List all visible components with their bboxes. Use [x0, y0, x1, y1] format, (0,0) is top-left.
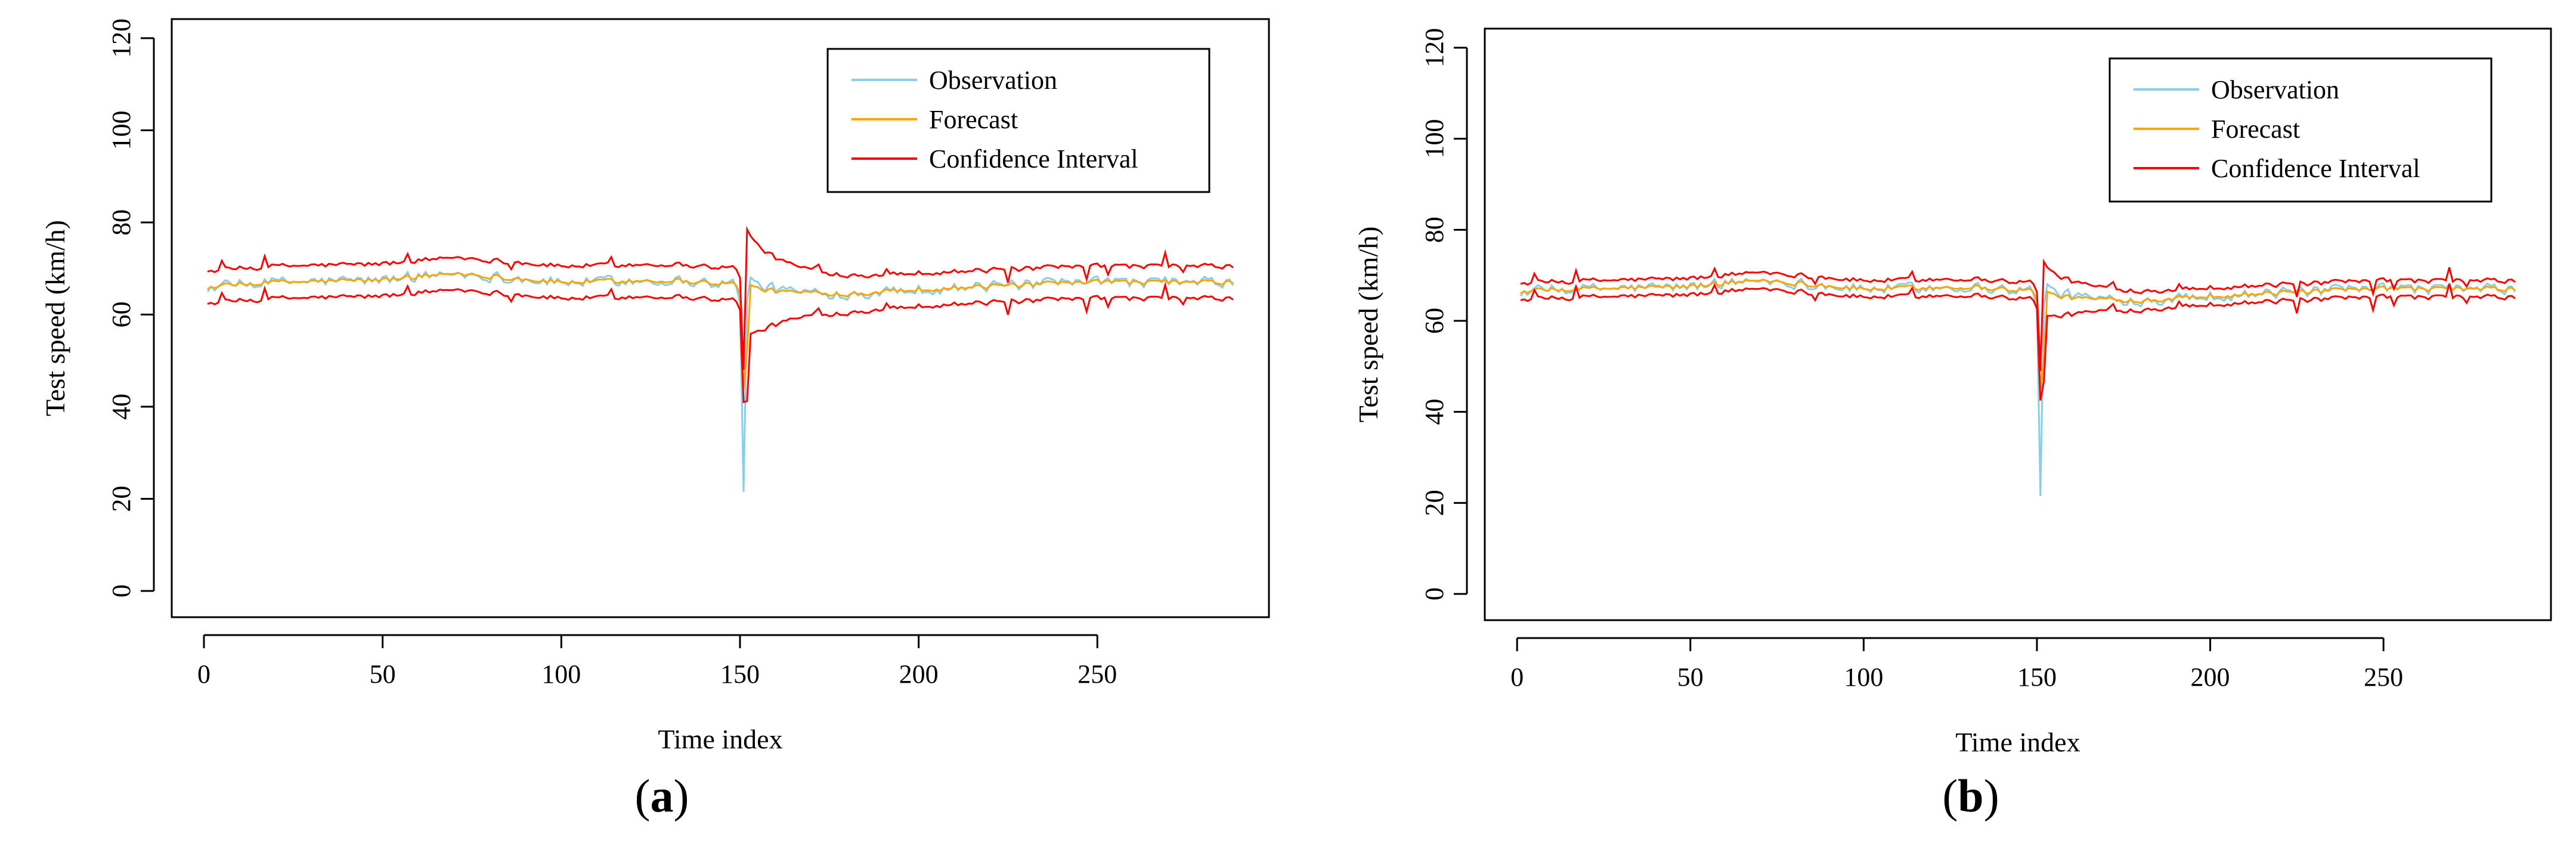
series-ci-lower-line [1520, 283, 2516, 401]
x-axis-title: Time index [1955, 727, 2080, 757]
x-tick-label-150: 150 [2017, 663, 2057, 692]
y-tick-label-20: 20 [107, 486, 136, 512]
x-tick-label-200: 200 [2191, 663, 2230, 692]
x-tick-label-250: 250 [2364, 663, 2403, 692]
x-axis-title: Time index [658, 724, 782, 754]
plot-frame [1484, 27, 2552, 621]
x-tick-label-0: 0 [1510, 663, 1524, 692]
x-tick-label-200: 200 [899, 660, 939, 689]
x-tick-label-100: 100 [541, 660, 581, 689]
x-tick-label-250: 250 [1078, 660, 1117, 689]
x-tick-label-150: 150 [720, 660, 760, 689]
panel-label-b: (b) [1942, 770, 1999, 822]
y-tick-label-80: 80 [1420, 216, 1449, 243]
legend-label-1: Forecast [929, 105, 1018, 134]
y-tick-label-20: 20 [1420, 490, 1449, 516]
legend: Observation Forecast Confidence Interval [826, 48, 1210, 193]
chart-b: 0 20 40 60 80 100 120 0 50 100 150 200 250 Time index… [1353, 27, 2552, 757]
x-tick-label-50: 50 [1677, 663, 1704, 692]
legend-label-2: Confidence Interval [929, 144, 1138, 174]
y-tick-label-0: 0 [107, 584, 136, 598]
y-tick-label-80: 80 [107, 209, 136, 236]
series-ci-upper-line [1520, 258, 2516, 372]
y-tick-label-100: 100 [1420, 119, 1449, 159]
legend-label-0: Observation [2211, 75, 2339, 104]
y-axis-title: Test speed (km/h) [40, 220, 70, 416]
plot-frame [171, 18, 1270, 618]
series-forecast-line [207, 272, 1234, 389]
x-tick-label-50: 50 [370, 660, 396, 689]
series-observation-line [1519, 277, 2516, 496]
y-tick-label-120: 120 [107, 18, 136, 58]
chart-a: 0 20 40 60 80 100 120 0 50 100 150 200 250 Time index… [40, 18, 1270, 754]
legend: Observation Forecast Confidence Interval [2109, 57, 2493, 203]
x-tick-label-100: 100 [1844, 663, 1883, 692]
y-tick-label-60: 60 [1420, 308, 1449, 334]
legend-label-0: Observation [929, 66, 1057, 95]
series-observation-line [206, 270, 1234, 492]
panel-label-a: (a) [634, 770, 689, 822]
y-tick-label-40: 40 [107, 394, 136, 420]
y-tick-label-100: 100 [107, 111, 136, 150]
y-tick-label-120: 120 [1420, 28, 1449, 67]
x-tick-label-0: 0 [197, 660, 210, 689]
series-group [1519, 258, 2516, 496]
series-ci-lower-line [207, 281, 1234, 404]
y-axis-title: Test speed (km/h) [1353, 227, 1383, 423]
y-tick-label-0: 0 [1420, 587, 1449, 600]
series-group [206, 225, 1234, 492]
legend-label-1: Forecast [2211, 114, 2300, 144]
legend-label-2: Confidence Interval [2211, 154, 2420, 183]
y-tick-label-60: 60 [107, 302, 136, 328]
series-ci-upper-line [207, 225, 1234, 370]
series-forecast-line [1520, 278, 2516, 389]
y-tick-label-40: 40 [1420, 399, 1449, 425]
